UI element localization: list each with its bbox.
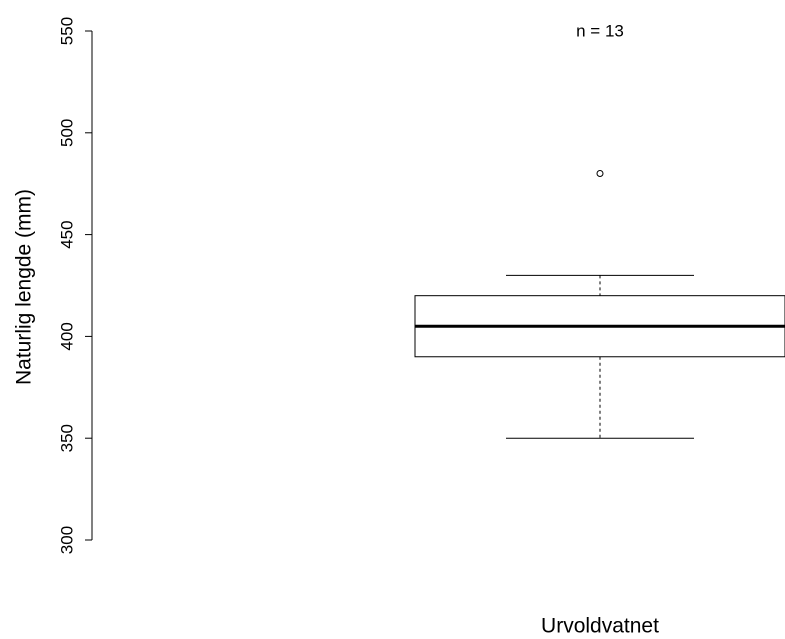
annotation: n = 13 [576,21,624,40]
y-tick-label: 300 [57,526,76,554]
y-tick-label: 500 [57,119,76,147]
y-tick-label: 550 [57,17,76,45]
y-tick-label: 450 [57,220,76,248]
y-tick-label: 400 [57,322,76,350]
outlier [596,170,604,178]
x-tick-label: Urvoldvatnet [541,615,659,638]
y-axis-label: Naturlig lengde (mm) [13,189,36,385]
y-tick-label: 350 [57,424,76,452]
